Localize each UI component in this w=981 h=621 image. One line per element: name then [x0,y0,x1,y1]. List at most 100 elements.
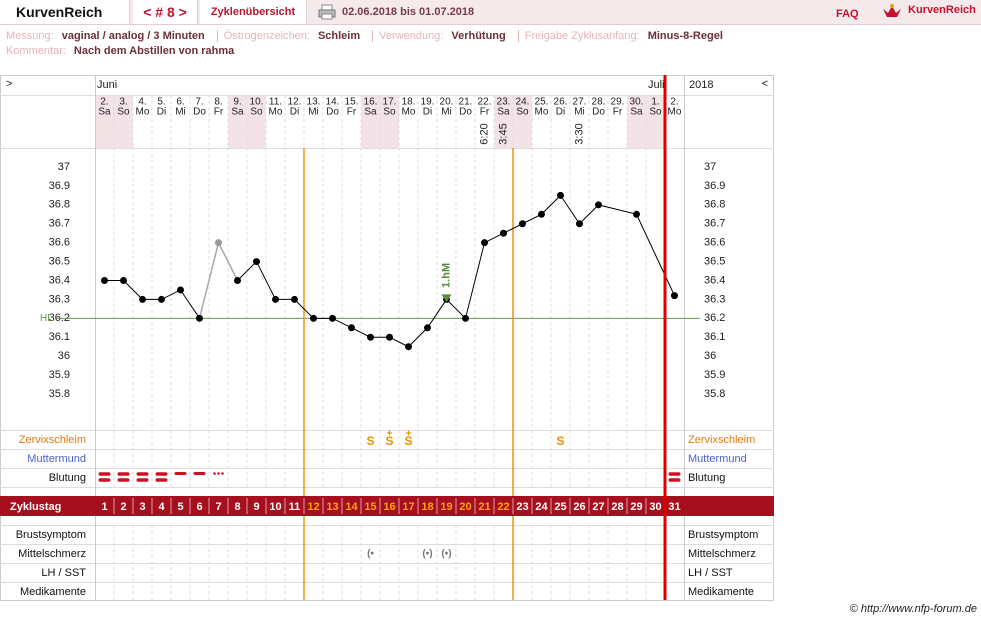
comment-label: Kommentar: [6,45,66,57]
printer-icon[interactable] [318,4,336,20]
year: 2018 [689,79,713,91]
weekend-shade [361,95,380,148]
cycle-day: 31 [668,501,680,513]
bleeding-dash [174,472,187,475]
temperature-point [196,314,203,322]
weekday: Di [423,107,432,118]
weekday: Mi [308,107,319,118]
weekday: Sa [497,107,510,118]
cycle-day: 6 [196,501,202,513]
row-label: Zervixschleim [19,434,86,446]
cycle-day: 10 [269,501,281,513]
temperature-point [424,324,431,332]
weekday: Mi [441,107,452,118]
faq-link[interactable]: FAQ [836,8,859,20]
weekend-shade [380,95,399,148]
cycle-nav[interactable]: < # 8 > [133,0,198,24]
weekday: Mo [535,107,549,118]
info-value: Verhütung [451,30,506,42]
info-item: Verwendung: Verhütung [372,30,518,42]
date: 25. [535,97,549,108]
date: 14. [326,97,340,108]
weekday: Mi [574,107,585,118]
excluded-segment [198,242,220,319]
y-tick-label: 35.9 [49,369,70,381]
y2-tick-label: 35.8 [704,388,725,400]
cycle-day: 26 [573,501,585,513]
temperature-point [538,210,545,218]
bleeding-icon [136,472,149,482]
weekend-shade [627,95,646,148]
weekday: Mo [136,107,150,118]
comment-line: Kommentar: Nach dem Abstillen von rahma [6,45,246,57]
temperature-point [291,295,298,303]
temperature-point [310,314,317,322]
info-label: Östrogenzeichen: [223,30,310,42]
date: 21. [459,97,473,108]
date: 28. [592,97,606,108]
weekday: So [117,107,130,118]
brand[interactable]: KurvenReich [0,0,130,24]
cycle-day: 13 [326,501,338,513]
row-label-right: LH / SST [688,567,733,579]
bleeding-dot [221,472,224,475]
row-label: Mittelschmerz [18,548,86,560]
pain-symbol: (• [367,549,374,560]
cervix-symbol: S [556,434,564,448]
date: 3. [119,97,127,108]
overview-link[interactable]: Zyklenübersicht [200,0,307,24]
info-label: Messung: [6,30,54,42]
temperature-point [101,277,108,284]
weekday: Mo [402,107,416,118]
date: 16. [364,97,378,108]
bleeding-icon [213,472,224,475]
bleeding-icon [98,472,111,482]
date: 15. [345,97,359,108]
bleeding-icon [193,472,206,475]
temperature-point [253,258,260,266]
row-label: Brustsymptom [16,529,86,541]
y-tick-label: 36 [58,350,70,362]
temperature-point [633,210,640,218]
row-label-right: Brustsymptom [688,529,758,541]
date: 2. [100,97,108,108]
bleeding-dash [668,478,681,482]
cycle-day: 2 [120,501,126,513]
temperature-point [595,201,602,209]
cycle-day: 4 [158,501,165,513]
date: 13. [307,97,321,108]
temperature-point [234,277,241,284]
weekend-shade [646,95,665,148]
weekday: Do [459,107,472,118]
bleeding-dash [136,478,149,482]
y-tick-label: 36.1 [49,331,70,343]
date: 5. [157,97,165,108]
bleeding-dash [98,478,111,482]
temperature-point [500,229,507,237]
y-tick-label: 37 [58,161,70,173]
temperature-point [272,295,279,303]
logo[interactable]: KurvenReich [908,4,976,16]
temperature-point [481,239,488,247]
date: 20. [440,97,454,108]
y-tick-label: 36.3 [49,293,70,305]
bleeding-dot [217,472,220,475]
weekday: Fr [347,107,357,118]
cycle-day: 11 [289,501,301,513]
weekday: Di [556,107,565,118]
date: 26. [554,97,568,108]
row-label: Muttermund [27,453,86,465]
row-label: Blutung [49,472,86,484]
bleeding-dash [117,478,130,482]
date: 22. [478,97,492,108]
month-label: Juli [648,79,665,91]
temperature-point [215,239,222,247]
date: 4. [138,97,146,108]
temperature-point [120,277,127,284]
weekend-shade [513,95,532,148]
bleeding-dash [136,472,149,476]
row-label-right: Medikamente [688,586,754,598]
temperature-point [462,314,469,322]
temperature-point [519,220,526,228]
